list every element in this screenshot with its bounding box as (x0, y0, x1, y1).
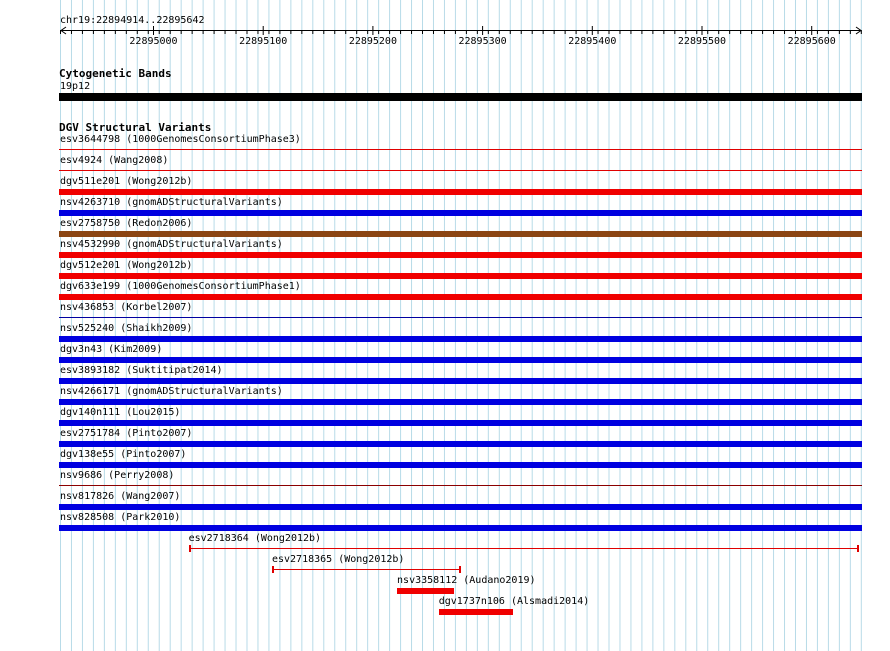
ruler-tick-label: 22895400 (568, 36, 616, 47)
track-label[interactable]: esv2718364 (Wong2012b) (188, 533, 322, 544)
feature-end-cap (458, 566, 461, 573)
track-label[interactable]: nsv436853 (Korbel2007) (60, 302, 193, 313)
track-feature[interactable] (59, 252, 862, 258)
ruler-tick-label: 22895000 (129, 36, 177, 47)
track-feature[interactable] (271, 569, 460, 570)
track-label[interactable]: esv4924 (Wang2008) (60, 155, 169, 166)
track-label[interactable]: nsv4532990 (gnomADStructuralVariants) (60, 239, 283, 250)
track-label[interactable]: dgv511e201 (Wong2012b) (60, 176, 193, 187)
feature-end-cap (271, 566, 274, 573)
track-label[interactable]: esv2758750 (Redon2006) (60, 218, 193, 229)
track-label[interactable]: nsv4266171 (gnomADStructuralVariants) (60, 386, 283, 397)
track-feature[interactable] (397, 588, 455, 594)
track-feature[interactable] (59, 378, 862, 384)
track-feature[interactable] (59, 170, 862, 171)
track-feature[interactable] (59, 420, 862, 426)
track-label[interactable]: dgv1737n106 (Alsmadi2014) (438, 596, 590, 607)
track-label[interactable]: dgv138e55 (Pinto2007) (60, 449, 187, 460)
location-label: chr19:22894914..22895642 (60, 15, 205, 26)
ruler-axis: 22895000 22895100 22895200 22895300 22895400… (60, 26, 862, 47)
track-feature[interactable] (59, 357, 862, 363)
track-feature[interactable] (59, 317, 862, 318)
ruler: chr19:22894914..22895642 22895000 2289510… (0, 0, 890, 48)
track-label[interactable]: nsv525240 (Shaikh2009) (60, 323, 193, 334)
track-feature[interactable] (59, 294, 862, 300)
ruler-tick-label: 22895200 (349, 36, 397, 47)
feature-end-cap (188, 545, 191, 552)
track-feature[interactable] (59, 336, 862, 342)
ruler-tick-label: 22895300 (459, 36, 507, 47)
track-label[interactable]: esv3644798 (1000GenomesConsortiumPhase3) (60, 134, 301, 145)
cyto-band-label: 19p12 (60, 81, 91, 92)
track-label[interactable]: nsv828508 (Park2010) (60, 512, 181, 523)
track-feature[interactable] (59, 149, 862, 150)
ruler-tick-label: 22895100 (239, 36, 287, 47)
track-feature[interactable] (188, 548, 858, 549)
track-feature[interactable] (438, 609, 514, 615)
track-label[interactable]: dgv633e199 (1000GenomesConsortiumPhase1) (60, 281, 301, 292)
feature-end-cap (856, 545, 859, 552)
track-label[interactable]: nsv4263710 (gnomADStructuralVariants) (60, 197, 283, 208)
track-feature[interactable] (59, 189, 862, 195)
cyto-title: Cytogenetic Bands (59, 67, 172, 80)
track-label[interactable]: nsv9686 (Perry2008) (60, 470, 175, 481)
track-label[interactable]: dgv3n43 (Kim2009) (60, 344, 163, 355)
ruler-tick-label: 22895500 (678, 36, 726, 47)
track-label[interactable]: esv2751784 (Pinto2007) (60, 428, 193, 439)
track-label[interactable]: esv2718365 (Wong2012b) (271, 554, 405, 565)
cyto-band-bar[interactable] (59, 93, 862, 101)
track-feature[interactable] (59, 210, 862, 216)
track-feature[interactable] (59, 231, 862, 237)
track-label[interactable]: dgv140n111 (Lou2015) (60, 407, 181, 418)
ruler-tick-label: 22895600 (788, 36, 836, 47)
track-label[interactable]: dgv512e201 (Wong2012b) (60, 260, 193, 271)
track-feature[interactable] (59, 441, 862, 447)
track-feature[interactable] (59, 525, 862, 531)
track-label[interactable]: nsv817826 (Wang2007) (60, 491, 181, 502)
dgv-title: DGV Structural Variants (59, 121, 212, 134)
track-feature[interactable] (59, 504, 862, 510)
track-label[interactable]: esv3893182 (Suktitipat2014) (60, 365, 223, 376)
track-feature[interactable] (59, 485, 862, 486)
track-feature[interactable] (59, 399, 862, 405)
track-feature[interactable] (59, 462, 862, 468)
track-label[interactable]: nsv3358112 (Audano2019) (397, 575, 536, 586)
track-feature[interactable] (59, 273, 862, 279)
